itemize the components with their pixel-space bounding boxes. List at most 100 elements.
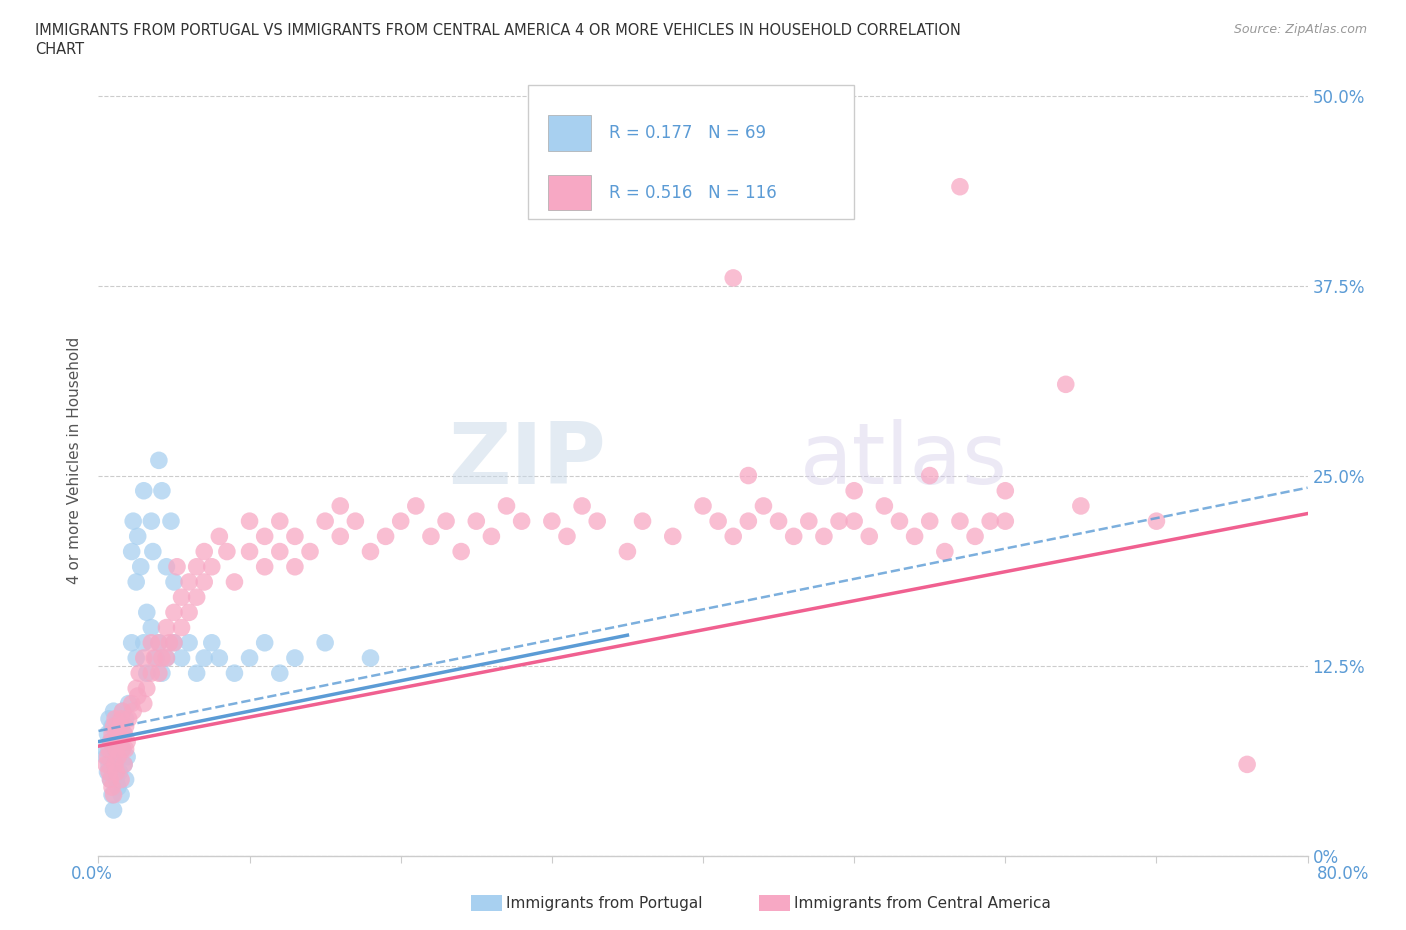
Point bbox=[193, 544, 215, 559]
Point bbox=[828, 513, 851, 528]
Point bbox=[125, 651, 148, 666]
Point bbox=[150, 651, 173, 666]
Point bbox=[132, 484, 155, 498]
Point bbox=[111, 704, 134, 719]
Point bbox=[374, 529, 396, 544]
Point bbox=[101, 719, 124, 734]
Point bbox=[186, 559, 208, 574]
Point bbox=[844, 513, 866, 528]
Point bbox=[844, 484, 866, 498]
Point bbox=[159, 635, 181, 650]
Y-axis label: 4 or more Vehicles in Household: 4 or more Vehicles in Household bbox=[67, 337, 83, 584]
Point bbox=[135, 604, 157, 619]
Point bbox=[555, 529, 578, 544]
Point bbox=[949, 179, 972, 194]
Point bbox=[122, 513, 145, 528]
Point bbox=[284, 559, 307, 574]
Point bbox=[329, 498, 352, 513]
Point bbox=[101, 788, 124, 803]
Point bbox=[141, 635, 163, 650]
Point bbox=[111, 742, 134, 757]
Point bbox=[1070, 498, 1092, 513]
Point bbox=[661, 529, 683, 544]
Point bbox=[1144, 513, 1167, 528]
Point bbox=[100, 734, 122, 749]
Point bbox=[121, 697, 143, 711]
Point bbox=[360, 544, 382, 559]
Point bbox=[723, 529, 745, 544]
Point bbox=[98, 757, 121, 772]
Point bbox=[329, 529, 352, 544]
Point bbox=[737, 513, 759, 528]
Point bbox=[125, 575, 148, 590]
Point bbox=[129, 559, 152, 574]
Point bbox=[540, 513, 562, 528]
Point bbox=[112, 757, 135, 772]
Point bbox=[110, 788, 132, 803]
Point bbox=[145, 651, 167, 666]
Point bbox=[108, 719, 131, 734]
Point bbox=[239, 544, 262, 559]
Text: atlas: atlas bbox=[800, 418, 1008, 502]
Point bbox=[110, 711, 132, 726]
Point bbox=[114, 742, 136, 757]
Point bbox=[108, 764, 131, 779]
Point bbox=[115, 750, 138, 764]
Point bbox=[389, 513, 412, 528]
Point bbox=[904, 529, 927, 544]
Point bbox=[118, 697, 141, 711]
Text: IMMIGRANTS FROM PORTUGAL VS IMMIGRANTS FROM CENTRAL AMERICA 4 OR MORE VEHICLES I: IMMIGRANTS FROM PORTUGAL VS IMMIGRANTS F… bbox=[35, 23, 962, 38]
Point bbox=[100, 772, 122, 787]
Point bbox=[163, 635, 186, 650]
Point bbox=[253, 559, 276, 574]
Text: Immigrants from Portugal: Immigrants from Portugal bbox=[506, 896, 703, 910]
Point bbox=[360, 651, 382, 666]
Point bbox=[105, 742, 128, 757]
Point bbox=[314, 513, 336, 528]
Point bbox=[737, 468, 759, 483]
Point bbox=[112, 726, 135, 741]
Point bbox=[98, 764, 121, 779]
Point bbox=[813, 529, 835, 544]
Point bbox=[105, 726, 128, 741]
Point bbox=[100, 772, 122, 787]
Point bbox=[135, 666, 157, 681]
Point bbox=[103, 788, 125, 803]
Point bbox=[1402, 134, 1406, 149]
Point bbox=[405, 498, 427, 513]
Point bbox=[186, 666, 208, 681]
Point bbox=[125, 681, 148, 696]
Point bbox=[128, 666, 150, 681]
Point bbox=[889, 513, 911, 528]
Point bbox=[163, 575, 186, 590]
Point bbox=[155, 651, 177, 666]
Point bbox=[170, 590, 193, 604]
Point bbox=[186, 590, 208, 604]
Point bbox=[994, 484, 1017, 498]
Text: CHART: CHART bbox=[35, 42, 84, 57]
Point bbox=[450, 544, 472, 559]
Point bbox=[98, 742, 121, 757]
Point bbox=[155, 620, 177, 635]
Point bbox=[239, 651, 262, 666]
Point bbox=[110, 772, 132, 787]
Point bbox=[110, 719, 132, 734]
Point bbox=[104, 757, 127, 772]
Point bbox=[586, 513, 609, 528]
Point bbox=[115, 734, 138, 749]
Point bbox=[121, 544, 143, 559]
Point bbox=[571, 498, 593, 513]
Point bbox=[1054, 377, 1077, 392]
Point bbox=[114, 711, 136, 726]
Bar bbox=[548, 115, 591, 151]
Point bbox=[103, 704, 125, 719]
Point bbox=[269, 544, 291, 559]
Point bbox=[510, 513, 533, 528]
Point bbox=[155, 559, 177, 574]
Point bbox=[253, 635, 276, 650]
Point bbox=[465, 513, 488, 528]
Point bbox=[104, 711, 127, 726]
Point bbox=[934, 544, 956, 559]
Point bbox=[979, 513, 1001, 528]
Text: 80.0%: 80.0% bbox=[1316, 865, 1369, 883]
